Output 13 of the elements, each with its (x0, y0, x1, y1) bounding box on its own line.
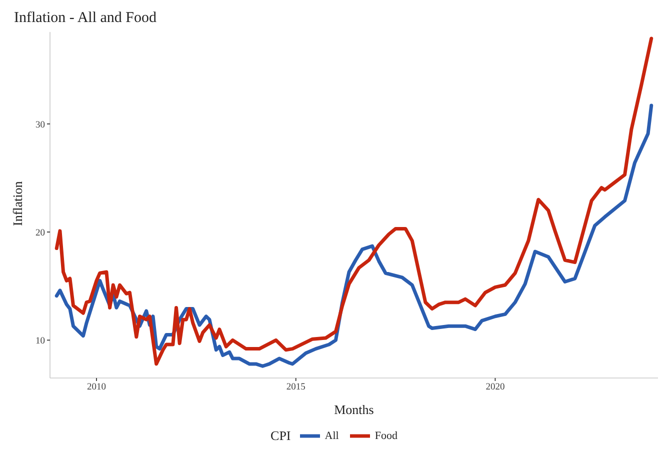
y-tick-label: 20 (36, 228, 46, 238)
y-tick-label: 30 (36, 120, 46, 130)
x-tick-label: 2020 (486, 382, 505, 393)
y-axis-title: Inflation (10, 181, 26, 226)
x-tick-label: 2015 (286, 382, 306, 393)
x-axis-title: Months (334, 402, 374, 417)
legend-title: CPI (270, 428, 291, 444)
line-series (54, 36, 654, 366)
legend-label: Food (374, 430, 398, 442)
x-tick-label: 2010 (87, 382, 106, 393)
chart-title: Inflation - All and Food (14, 10, 156, 27)
y-tick-label: 10 (36, 336, 46, 347)
legend-label: All (324, 430, 339, 442)
